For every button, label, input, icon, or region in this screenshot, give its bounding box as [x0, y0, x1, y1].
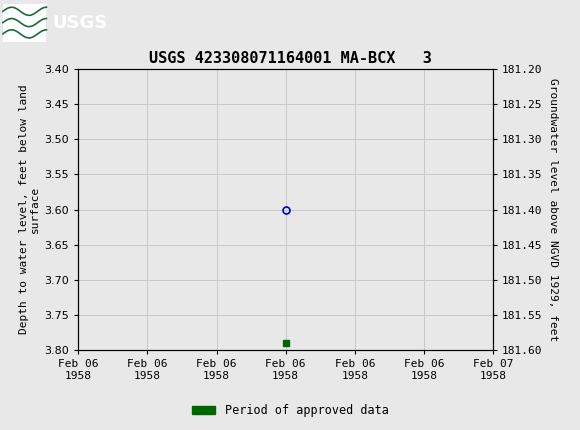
Bar [3, 3, 46, 42]
Y-axis label: Groundwater level above NGVD 1929, feet: Groundwater level above NGVD 1929, feet [548, 78, 558, 341]
Legend: Period of approved data: Period of approved data [187, 399, 393, 422]
Text: USGS: USGS [52, 14, 107, 31]
Text: USGS 423308071164001 MA-BCX   3: USGS 423308071164001 MA-BCX 3 [148, 51, 432, 65]
Y-axis label: Depth to water level, feet below land
surface: Depth to water level, feet below land su… [19, 85, 41, 335]
